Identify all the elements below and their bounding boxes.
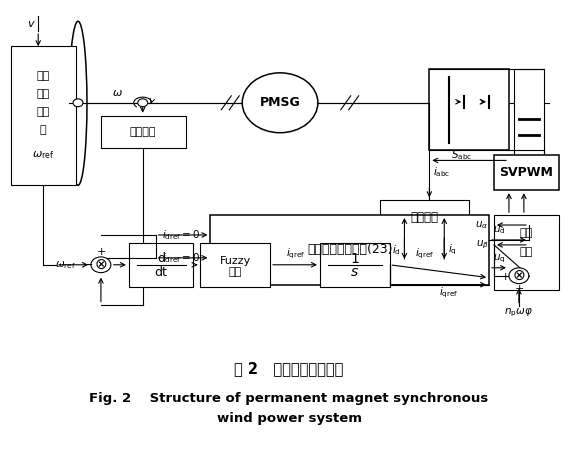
Text: $i_{\rm abc}$: $i_{\rm abc}$ — [433, 165, 450, 179]
Ellipse shape — [69, 21, 87, 185]
Bar — [12, 46, 76, 185]
Text: 坐标变换: 坐标变换 — [411, 211, 438, 224]
Circle shape — [509, 268, 529, 284]
Text: $u_{\beta}$: $u_{\beta}$ — [475, 239, 489, 251]
Bar — [514, 69, 544, 185]
Text: 转速检测: 转速检测 — [130, 127, 156, 137]
Text: 并计: 并计 — [36, 106, 50, 117]
Text: $v$: $v$ — [27, 19, 35, 29]
Text: $S_{\rm abc}$: $S_{\rm abc}$ — [450, 149, 472, 162]
Text: $i_{\rm qref}$: $i_{\rm qref}$ — [439, 285, 459, 300]
Text: $u_{\rm q}$: $u_{\rm q}$ — [493, 252, 505, 265]
Circle shape — [73, 99, 83, 106]
Text: $\omega_{\rm ref}$: $\omega_{\rm ref}$ — [55, 259, 76, 271]
Text: $\rm dt$: $\rm dt$ — [154, 265, 168, 279]
Text: 控制: 控制 — [229, 267, 242, 277]
Text: Fuzzy: Fuzzy — [219, 256, 251, 266]
Bar — [429, 69, 509, 151]
Text: $1$: $1$ — [350, 252, 360, 266]
Bar — [494, 215, 559, 290]
Text: 检测: 检测 — [36, 71, 50, 81]
Text: +: + — [501, 272, 511, 282]
Text: SVPWM: SVPWM — [500, 166, 554, 179]
Bar — [210, 215, 489, 285]
Bar — [101, 116, 185, 149]
Text: $s$: $s$ — [350, 265, 359, 279]
Bar — [380, 200, 469, 235]
Text: $\omega$: $\omega$ — [112, 88, 123, 98]
Text: $\otimes$: $\otimes$ — [94, 257, 108, 272]
Text: 坐标: 坐标 — [520, 228, 533, 238]
Text: 算: 算 — [40, 124, 46, 134]
Circle shape — [138, 99, 148, 106]
Text: PMSG: PMSG — [259, 96, 301, 109]
Text: $n_{\rm p}\omega\varphi$: $n_{\rm p}\omega\varphi$ — [504, 306, 533, 319]
Text: wind power system: wind power system — [217, 412, 361, 425]
Text: +: + — [515, 284, 525, 294]
Text: $i_{\rm dref}=0$: $i_{\rm dref}=0$ — [162, 228, 200, 242]
Text: $\otimes$: $\otimes$ — [512, 268, 526, 283]
Text: $u_{\alpha}$: $u_{\alpha}$ — [475, 219, 489, 231]
Text: $u_{\rm d}$: $u_{\rm d}$ — [493, 224, 505, 236]
Bar — [200, 243, 270, 287]
Text: 变换: 变换 — [520, 247, 533, 257]
Text: −: − — [83, 259, 93, 272]
Text: $\omega_{\rm ref}$: $\omega_{\rm ref}$ — [32, 150, 54, 162]
Text: Fig. 2    Structure of permanent magnet synchronous: Fig. 2 Structure of permanent magnet syn… — [89, 392, 489, 405]
Text: $i_{\rm qref}$: $i_{\rm qref}$ — [415, 246, 434, 261]
Text: 电流状态反馈公式(23): 电流状态反馈公式(23) — [307, 243, 393, 257]
Text: $i_{\rm dref}=0$: $i_{\rm dref}=0$ — [162, 251, 200, 265]
Text: 风速: 风速 — [36, 89, 50, 99]
Bar — [320, 243, 390, 287]
Bar — [129, 243, 193, 287]
Text: $i_{\rm qref}$: $i_{\rm qref}$ — [286, 246, 306, 261]
Bar — [494, 156, 559, 190]
Circle shape — [91, 257, 111, 273]
Text: 图 2   风电系统结构框图: 图 2 风电系统结构框图 — [234, 362, 344, 377]
Text: $i_{\rm q}$: $i_{\rm q}$ — [448, 243, 457, 257]
Circle shape — [242, 73, 318, 133]
Text: +: + — [97, 247, 107, 257]
Text: $i_{\rm d}$: $i_{\rm d}$ — [392, 243, 401, 257]
Text: $\rm d$: $\rm d$ — [157, 251, 166, 265]
